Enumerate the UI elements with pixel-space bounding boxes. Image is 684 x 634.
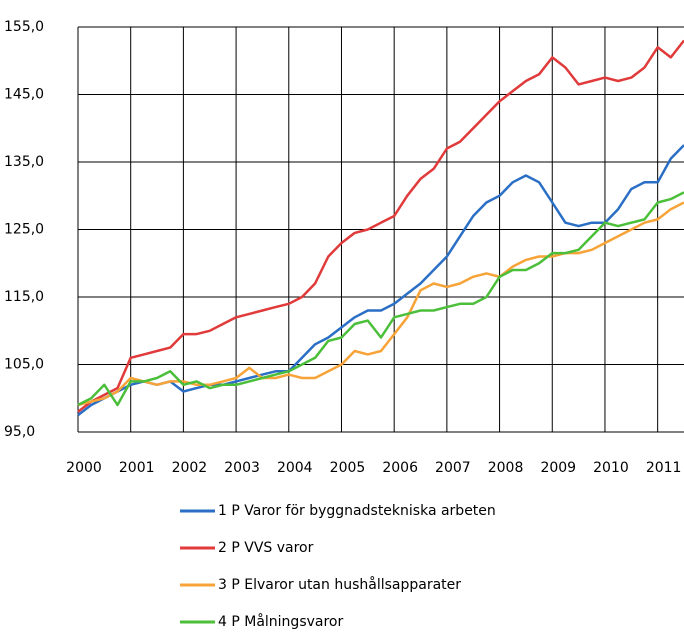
x-tick-label: 2006 [382, 460, 418, 476]
x-tick-label: 2010 [593, 460, 629, 476]
x-tick-label: 2011 [646, 460, 682, 476]
x-tick-label: 2004 [277, 460, 313, 476]
x-tick-label: 2007 [435, 460, 471, 476]
x-tick-label: 2003 [224, 460, 260, 476]
series-line [77, 201, 684, 407]
legend-label: 3 P Elvaror utan hushållsapparater [218, 576, 461, 593]
series-line [77, 144, 684, 417]
series-line [77, 191, 684, 407]
legend-label: 4 P Målningsvaror [218, 613, 343, 630]
y-tick-label: 105,0 [4, 357, 44, 373]
legend-label: 1 P Varor för byggnadstekniska arbeten [218, 503, 496, 519]
x-tick-label: 2002 [172, 460, 208, 476]
y-tick-label: 125,0 [4, 222, 44, 238]
series-line [77, 39, 684, 413]
x-tick-label: 2005 [330, 460, 366, 476]
y-tick-label: 145,0 [4, 87, 44, 103]
legend-label: 2 P VVS varor [218, 540, 314, 556]
x-tick-label: 2008 [488, 460, 524, 476]
y-tick-label: 135,0 [4, 154, 44, 170]
x-tick-label: 2000 [66, 460, 102, 476]
y-tick-label: 115,0 [4, 289, 44, 305]
x-tick-label: 2001 [119, 460, 155, 476]
y-tick-label: 155,0 [4, 19, 44, 35]
x-tick-label: 2009 [540, 460, 576, 476]
y-tick-label: 95,0 [4, 424, 35, 440]
